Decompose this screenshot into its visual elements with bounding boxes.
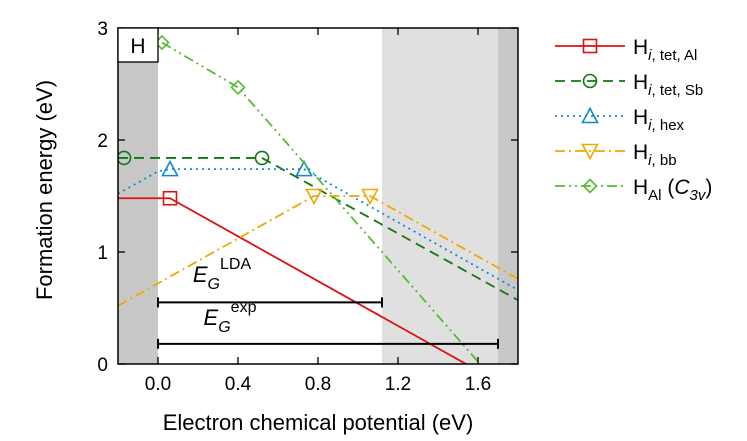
legend-marker-1 xyxy=(582,73,598,89)
plot-area xyxy=(118,28,518,364)
x-tick-label-4: 1.6 xyxy=(465,374,491,395)
panel-label: H xyxy=(130,35,145,58)
x-tick-label-2: 0.8 xyxy=(305,374,331,395)
series-marker-4-1 xyxy=(230,79,246,95)
series-marker-2-1 xyxy=(295,159,313,177)
y-tick-label-0: 0 xyxy=(97,355,108,376)
series-marker-1-1 xyxy=(254,150,270,166)
series-marker-2-0 xyxy=(161,159,179,177)
series-marker-1-0 xyxy=(118,150,132,166)
shaded-region-1 xyxy=(382,28,498,364)
x-tick-label-1: 0.4 xyxy=(225,374,252,395)
legend-marker-4 xyxy=(582,178,598,194)
legend-entry-0: Hi, tet, Al xyxy=(633,36,697,64)
series-marker-3-1 xyxy=(361,188,379,206)
legend-entry-4: HAl (C3v) xyxy=(633,176,712,204)
axes: 0.0 0.4 0.8 1.2 1.6 0 1 2 3 H xyxy=(97,19,519,395)
panel-label-box xyxy=(117,27,159,63)
series-layer xyxy=(118,34,518,364)
legend-marker-3 xyxy=(581,143,599,161)
x-tick-label-0: 0.0 xyxy=(145,374,171,395)
legend: Hi, tet, Al Hi, tet, Sb Hi, hex Hi, bb HAl (… xyxy=(555,36,712,204)
y-axis-label: Formation energy (eV) xyxy=(32,80,57,300)
series-line-3 xyxy=(118,195,518,307)
gap-label-1: EGexp xyxy=(204,299,257,336)
x-tick-label-3: 1.2 xyxy=(385,374,411,395)
y-tick-label-2: 2 xyxy=(97,131,108,152)
y-tick-label-1: 1 xyxy=(97,243,108,264)
series-line-1 xyxy=(118,157,518,301)
shaded-region-0 xyxy=(118,28,158,364)
legend-entry-1: Hi, tet, Sb xyxy=(633,71,703,99)
legend-marker-0 xyxy=(582,38,598,54)
series-marker-0-0 xyxy=(162,190,178,206)
shaded-region-2 xyxy=(498,28,518,364)
y-tick-label-3: 3 xyxy=(97,19,108,40)
series-marker-3-0 xyxy=(305,188,323,206)
series-line-2 xyxy=(118,168,518,291)
x-axis-label: Electron chemical potential (eV) xyxy=(163,410,474,435)
series-line-4 xyxy=(161,41,482,364)
legend-entry-2: Hi, hex xyxy=(633,106,685,134)
legend-entry-3: Hi, bb xyxy=(633,141,677,169)
gap-label-0: EGLDA xyxy=(193,256,252,293)
band-gap-layer: EGLDA EGexp xyxy=(157,256,499,349)
legend-marker-2 xyxy=(581,106,599,124)
